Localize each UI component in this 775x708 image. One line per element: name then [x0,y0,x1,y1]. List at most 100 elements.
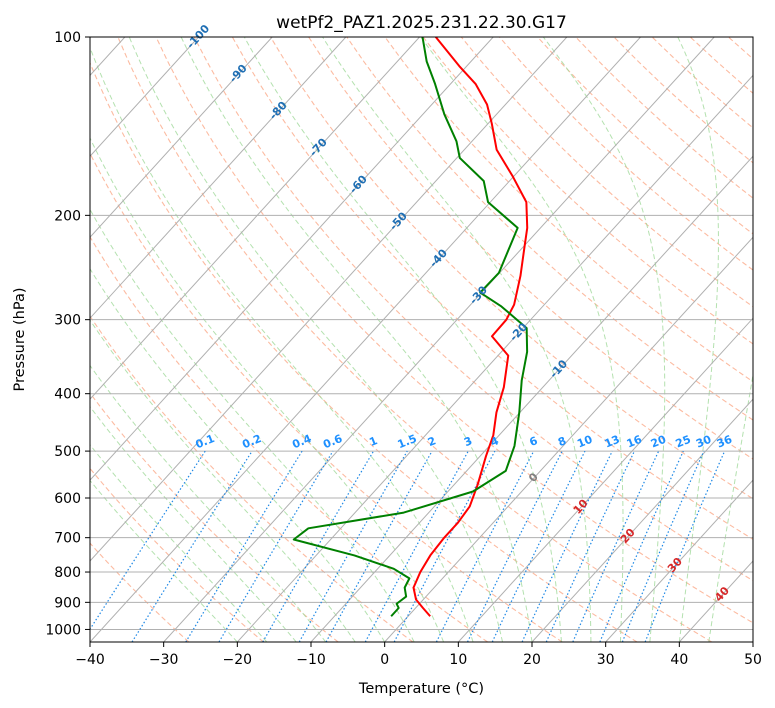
mixing-ratio-line [491,450,586,642]
dry-adiabat [537,37,753,235]
dry-adiabat [308,37,753,460]
moist-adiabat [677,37,719,642]
mixing-ratio-line [185,450,303,642]
dry-adiabat [193,37,753,582]
mixing-ratio-label: 30 [694,433,713,451]
moist-adiabat [90,364,327,642]
y-tick-label: 900 [54,595,81,611]
isotherm-line [457,317,753,642]
moist-adiabat [90,443,268,642]
y-axis-label: Pressure (hPa) [12,287,28,391]
isotherm-line [90,37,420,400]
moist-adiabat [243,37,562,642]
x-tick-label: −30 [149,652,179,668]
x-tick-label: 40 [670,652,688,668]
x-tick-label: 20 [523,652,541,668]
dry-adiabat [270,37,753,500]
mixing-ratio-label: 2 [426,434,438,449]
moist-adiabat [542,37,666,642]
temperature-trace [412,37,529,617]
mixing-ratio-line [131,450,253,642]
dry-adiabat [651,37,753,129]
mixing-ratio-line [572,450,660,642]
mixing-ratio-label: 0.6 [321,432,344,451]
y-tick-label: 200 [54,208,81,224]
dry-adiabat [90,152,563,642]
mixing-ratio-label: 36 [715,433,734,451]
isotherm-line [531,398,753,642]
moist-adiabat [180,37,533,642]
isotherm-line [678,560,753,642]
dry-adiabat [90,542,190,642]
mixing-ratio-line [621,450,705,642]
mixing-ratio-label: 16 [625,433,644,451]
plot-frame [89,36,754,643]
isotherm-line [752,641,753,642]
y-tick-label: 400 [54,387,81,403]
x-tick-label: 10 [449,652,467,668]
y-tick-label: 100 [54,30,81,46]
moist-adiabat [90,267,386,642]
dry-adiabat [613,37,753,164]
isotherm-line [90,37,494,481]
dry-adiabat [384,37,753,383]
dry-adiabat [460,37,753,308]
mixing-ratio-label: 25 [674,433,693,451]
moist-adiabat [90,208,415,642]
mixing-ratio-label: 8 [556,434,568,449]
mixing-ratio-line [90,450,206,631]
moist-adiabat [128,37,504,642]
y-tick-label: 800 [54,565,81,581]
x-tick-label: −10 [296,652,326,668]
y-tick-label: 500 [54,444,81,460]
dry-adiabat [90,315,414,642]
background-lines [90,37,775,642]
dry-adiabat [231,37,753,540]
chart-title: wetPf2_PAZ1.2025.231.22.30.G17 [276,13,567,33]
mixing-ratio-label: 10 [575,433,594,451]
x-tick-label: 30 [597,652,615,668]
mixing-ratio-line [325,450,433,642]
moist-adiabat [90,46,474,642]
mixing-ratio-line [599,450,684,642]
dry-adiabat [90,467,264,642]
dry-adiabat [728,37,753,60]
y-tick-label: 700 [54,531,81,547]
mixing-ratio-label: 0.1 [194,432,217,451]
mixing-ratio-label: 1 [367,434,379,449]
moist-adiabat [90,479,238,642]
moist-adiabat [322,37,592,642]
moist-adiabat [708,372,753,642]
dry-adiabat [117,37,712,642]
isotherm-line [90,37,347,319]
mixing-ratio-label: 3 [462,434,474,449]
moist-adiabat [90,319,356,642]
y-tick-label: 300 [54,313,81,329]
isotherm-line [384,236,753,642]
isotherm-line [163,37,715,642]
isotherm-line [90,37,273,238]
moist-adiabat [90,405,297,642]
dry-adiabat [90,61,638,642]
dry-adiabat [767,37,775,642]
x-tick-label: 50 [744,652,762,668]
mixing-ratio-label: 6 [528,434,540,449]
mixing-ratio-line [644,450,726,642]
x-tick-label: −40 [75,652,105,668]
mixing-ratio-line [545,450,635,642]
dewpoint-trace [292,37,529,617]
mixing-ratio-label: 0.2 [240,432,263,451]
mixing-ratio-line [521,450,613,642]
mixing-ratio-label: 1.5 [396,432,419,451]
x-tick-label: −20 [223,652,253,668]
dry-adiabat [689,37,753,94]
mixing-ratio-label: 4 [489,434,501,449]
x-axis: −40 −30 −20 −10 0 10 20 30 40 50 [75,642,762,668]
x-tick-label: 0 [380,652,389,668]
sounding-traces [292,37,529,617]
mixing-ratio-line [466,450,563,642]
isotherm-line [90,37,641,642]
mixing-ratio-label: 13 [603,433,622,451]
